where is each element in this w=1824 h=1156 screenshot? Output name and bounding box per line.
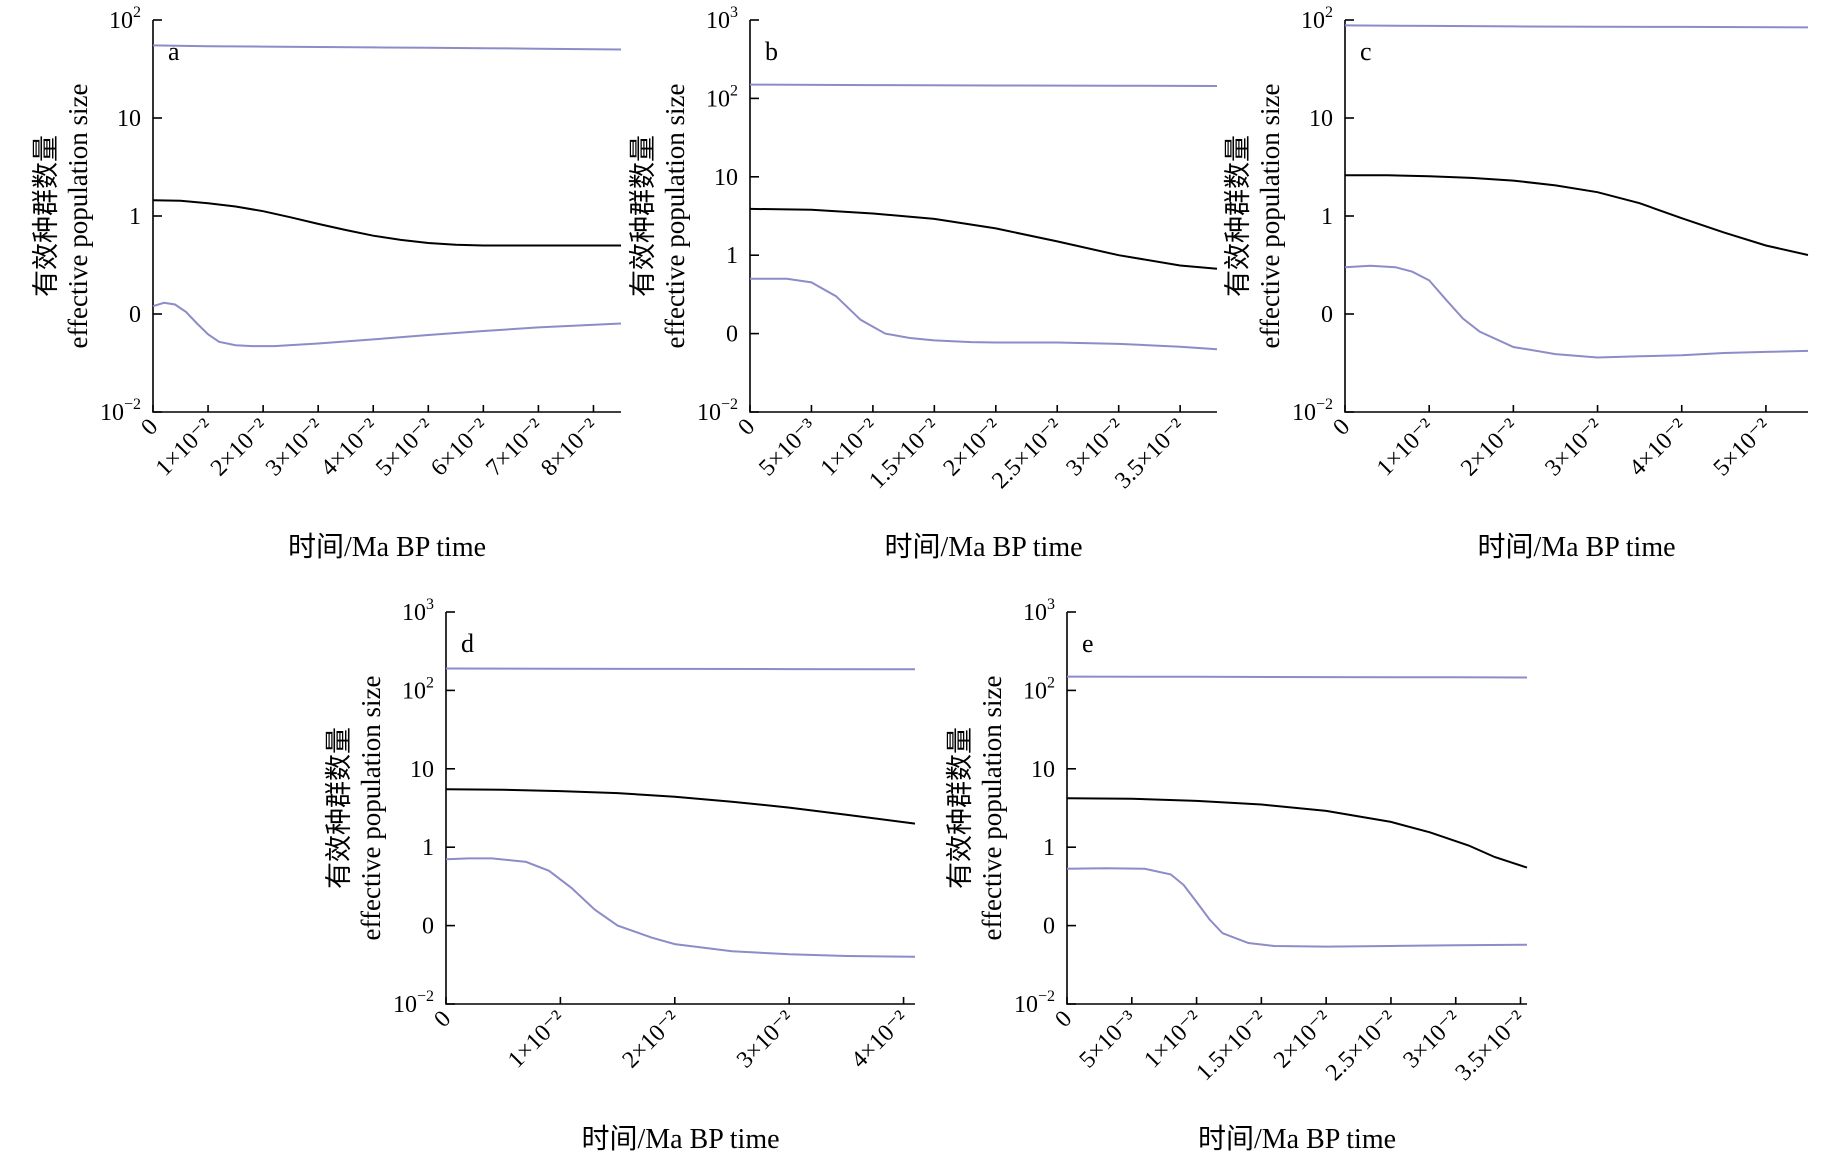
series-line-upper: [445, 667, 916, 671]
y-tick-label: 103: [1023, 596, 1055, 626]
x-tick-label: 3×10⁻²: [732, 1006, 799, 1073]
x-tick-label: 3×10⁻²: [261, 414, 328, 481]
x-axis-label: 时间/Ma BP time: [1198, 1123, 1396, 1155]
y-tick-label: 10−2: [697, 396, 738, 426]
y-axis-label-cn: 有效种群数量: [31, 135, 61, 297]
x-tick-label: 2.5×10⁻²: [1321, 1006, 1401, 1086]
y-axis-label-en: effective population size: [1255, 84, 1285, 349]
y-axis-label-cn: 有效种群数量: [945, 727, 975, 889]
y-tick-label: 1: [726, 243, 738, 269]
series-line-lower: [750, 277, 1218, 351]
series-line-upper: [749, 83, 1218, 87]
panel-e: 10−2011010210305×10⁻³1×10⁻²1.5×10⁻²2×10⁻…: [945, 596, 1531, 1155]
series-line-median: [445, 788, 916, 825]
x-tick-label: 0: [1050, 1006, 1077, 1033]
x-tick-label: 5×10⁻³: [1075, 1006, 1142, 1073]
x-tick-label: 2×10⁻²: [618, 1006, 685, 1073]
y-axis-label-cn: 有效种群数量: [324, 727, 354, 889]
y-tick-label: 102: [1301, 4, 1333, 34]
y-axis-label-en: effective population size: [63, 84, 93, 349]
series-line-median: [1345, 174, 1809, 256]
axes-b: [749, 20, 1217, 413]
x-tick-label: 5×10⁻²: [371, 414, 438, 481]
y-tick-label: 10: [1309, 106, 1333, 132]
y-tick-label: 1: [1043, 835, 1055, 861]
x-tick-label: 8×10⁻²: [536, 414, 603, 481]
series-line-lower: [445, 857, 916, 958]
x-axis-label: 时间/Ma BP time: [1477, 531, 1675, 563]
x-tick-label: 0: [733, 414, 760, 441]
y-tick-label: 10−2: [393, 988, 434, 1018]
y-axis-label-cn: 有效种群数量: [1223, 135, 1253, 297]
x-axis-label: 时间/Ma BP time: [581, 1123, 779, 1155]
panel-label: b: [765, 37, 778, 66]
y-tick-label: 10−2: [1014, 988, 1055, 1018]
x-tick-label: 1×10⁻²: [151, 414, 218, 481]
y-tick-label: 0: [726, 322, 738, 348]
y-tick-label: 1: [1321, 204, 1333, 230]
x-tick-label: 4×10⁻²: [316, 414, 383, 481]
x-tick-label: 7×10⁻²: [481, 414, 548, 481]
y-tick-label: 102: [1023, 674, 1055, 704]
panel-label: c: [1360, 37, 1372, 66]
y-tick-label: 102: [402, 674, 434, 704]
x-tick-label: 4×10⁻²: [1625, 414, 1692, 481]
y-tick-label: 1: [422, 835, 434, 861]
x-axis-label: 时间/Ma BP time: [884, 531, 1082, 563]
panel-label: a: [168, 37, 180, 66]
x-tick-label: 0: [1328, 414, 1355, 441]
panel-label: d: [461, 629, 474, 658]
x-tick-label: 4×10⁻²: [846, 1006, 913, 1073]
x-tick-label: 6×10⁻²: [426, 414, 493, 481]
x-tick-label: 3.5×10⁻²: [1451, 1006, 1531, 1086]
y-axis-label-cn: 有效种群数量: [628, 135, 658, 297]
y-tick-label: 103: [706, 4, 738, 34]
x-axis-label: 时间/Ma BP time: [288, 531, 486, 563]
series-line-upper: [1066, 675, 1528, 679]
y-tick-label: 0: [129, 302, 141, 328]
x-tick-label: 0: [136, 414, 163, 441]
axes-a: [152, 20, 621, 413]
x-tick-label: 1×10⁻²: [503, 1006, 570, 1073]
y-tick-label: 10: [1031, 757, 1055, 783]
y-tick-label: 10−2: [100, 396, 141, 426]
x-tick-label: 3×10⁻²: [1540, 414, 1607, 481]
series-line-lower: [1066, 867, 1528, 948]
y-tick-label: 0: [1321, 302, 1333, 328]
x-tick-label: 1.5×10⁻²: [1191, 1006, 1271, 1086]
series-line-lower: [152, 301, 622, 348]
y-tick-label: 0: [1043, 914, 1055, 940]
series-line-upper: [152, 44, 622, 51]
x-tick-label: 2×10⁻²: [206, 414, 273, 481]
y-tick-label: 10: [714, 165, 738, 191]
y-tick-label: 0: [422, 914, 434, 940]
x-tick-label: 2×10⁻²: [1456, 414, 1523, 481]
x-tick-label: 1×10⁻²: [1372, 414, 1439, 481]
panel-label: e: [1082, 629, 1094, 658]
series-line-lower: [1344, 264, 1809, 359]
y-tick-label: 103: [402, 596, 434, 626]
x-tick-label: 0: [429, 1006, 456, 1033]
y-tick-label: 102: [706, 82, 738, 112]
y-tick-label: 10: [410, 757, 434, 783]
series-line-median: [749, 207, 1218, 270]
y-tick-label: 102: [109, 4, 141, 34]
series-line-upper: [1344, 24, 1809, 29]
y-axis-label-en: effective population size: [977, 676, 1007, 941]
panel-a: 10−2011010201×10⁻²2×10⁻²3×10⁻²4×10⁻²5×10…: [31, 4, 622, 563]
y-tick-label: 10: [117, 106, 141, 132]
series-line-median: [152, 199, 621, 247]
x-tick-label: 5×10⁻³: [754, 414, 821, 481]
series-line-median: [1066, 797, 1528, 869]
x-tick-label: 5×10⁻²: [1709, 414, 1776, 481]
y-tick-label: 1: [129, 204, 141, 230]
y-tick-label: 10−2: [1292, 396, 1333, 426]
y-axis-label-en: effective population size: [660, 84, 690, 349]
y-axis-label-en: effective population size: [356, 676, 386, 941]
panel-b: 10−2011010210305×10⁻³1×10⁻²1.5×10⁻²2×10⁻…: [628, 4, 1218, 563]
